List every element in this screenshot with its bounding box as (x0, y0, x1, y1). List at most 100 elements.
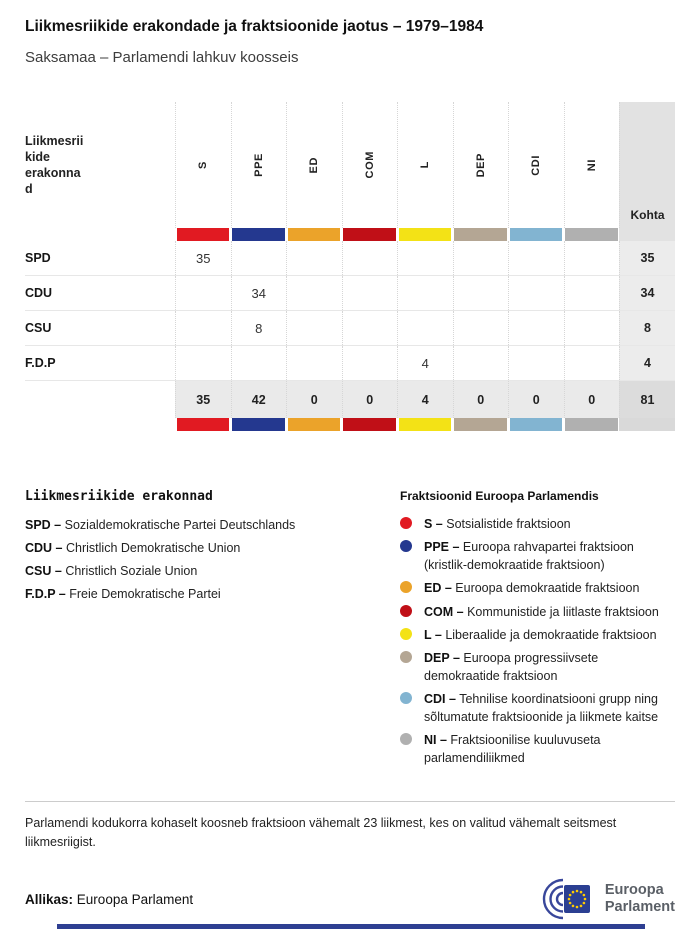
faction-legend-item: CDI – Tehnilise koordinatsiooni grupp ni… (400, 690, 675, 726)
seat-cell (341, 241, 398, 275)
seat-cell (452, 346, 509, 380)
ep-logo-line2: Parlament (604, 899, 675, 916)
color-strip (565, 418, 618, 431)
strip-cell (231, 228, 287, 241)
seat-cell: 35 (175, 241, 231, 275)
faction-legend-text: ED – Euroopa demokraatide fraktsioon (424, 579, 639, 597)
seat-cell (508, 276, 564, 310)
faction-legend-text: PPE – Euroopa rahvapartei fraktsioon (kr… (424, 538, 669, 574)
color-strip (287, 418, 340, 431)
faction-color-dot (400, 627, 412, 640)
seat-cell (230, 346, 287, 380)
faction-legend-item: NI – Fraktsioonilise kuuluvuseta parlame… (400, 731, 675, 767)
color-strip (176, 228, 229, 241)
party-abbr: F.D.P – (25, 587, 66, 601)
total-cell: 0 (286, 381, 342, 418)
row-total-cell: 34 (619, 276, 675, 310)
total-cell: 0 (452, 381, 508, 418)
faction-color-dot (400, 540, 412, 553)
faction-legend-item: DEP – Euroopa progressiivsete demokraati… (400, 649, 675, 685)
total-cell: 42 (230, 381, 286, 418)
faction-column-label: ED (308, 156, 321, 174)
seat-cell (175, 346, 231, 380)
seats-strip-cell (619, 228, 675, 241)
seat-cell: 8 (230, 311, 287, 345)
factions-legend: Fraktsioonid Euroopa Parlamendis S – Sot… (400, 489, 675, 773)
party-label: F.D.P (25, 356, 56, 370)
faction-column-label: CDI (530, 154, 543, 176)
faction-color-dot (400, 517, 412, 529)
color-strip (454, 418, 507, 431)
faction-abbr: L – (424, 627, 442, 642)
row-total-cell: 4 (619, 346, 675, 380)
total-cell: 0 (341, 381, 397, 418)
faction-column-header: L (397, 102, 453, 228)
faction-legend-text: DEP – Euroopa progressiivsete demokraati… (424, 649, 669, 685)
strip-cell (342, 228, 398, 241)
faction-column-label: DEP (474, 152, 487, 178)
seat-cell (175, 311, 231, 345)
faction-name: Euroopa demokraatide fraktsioon (455, 581, 640, 596)
factions-legend-title: Fraktsioonid Euroopa Parlamendis (400, 489, 599, 503)
strip-cell (175, 228, 231, 241)
spacer-cell (25, 418, 175, 431)
party-name: Sozialdemokratische Partei Deutschlands (64, 518, 296, 532)
row-total-cell: 35 (619, 241, 675, 275)
faction-name: Euroopa rahvapartei fraktsioon (kristlik… (424, 540, 634, 573)
color-strip (232, 418, 285, 431)
strip-cell (397, 228, 453, 241)
seats-column-label: Kohta (630, 208, 665, 222)
spacer-cell (25, 228, 175, 241)
faction-legend-item: S – Sotsialistide fraktsioon (400, 515, 675, 533)
legends: Liikmesriikide erakonnad SPD – Sozialdem… (25, 489, 675, 773)
strip-cell (397, 418, 453, 431)
ep-logo-icon (542, 879, 590, 920)
faction-legend-item: PPE – Euroopa rahvapartei fraktsioon (kr… (400, 538, 675, 574)
footer: Allikas: Euroopa Parlament (25, 878, 675, 920)
party-label: CSU (25, 321, 52, 335)
faction-color-dot (400, 650, 412, 663)
seat-cell (563, 276, 620, 310)
page-subtitle: Saksamaa – Parlamendi lahkuv koosseis (25, 49, 299, 66)
faction-column-header: PPE (230, 102, 287, 228)
table-header-row: Liikmesriikide erakonnad S PPE ED COM L … (25, 102, 675, 228)
faction-legend-item: COM – Kommunistide ja liitlaste fraktsio… (400, 603, 675, 621)
faction-column-header: S (175, 102, 231, 228)
faction-abbr: S – (424, 517, 443, 531)
table-row: SPD 35 35 (25, 241, 675, 276)
color-strip (398, 418, 451, 431)
faction-name: Tehnilise koordinatsiooni grupp ning sõl… (424, 692, 659, 725)
seat-cell (397, 241, 453, 275)
table-row: CSU 8 8 (25, 311, 675, 346)
faction-legend-item: ED – Euroopa demokraatide fraktsioon (400, 579, 675, 597)
color-strip-row (25, 228, 675, 241)
seat-cell (286, 311, 342, 345)
party-name: Christlich Demokratische Union (66, 541, 241, 555)
row-header-label: Liikmesriikide erakonnad (25, 133, 84, 197)
seats-strip-cell (619, 418, 675, 431)
faction-column-label: S (197, 161, 210, 169)
seat-cell (341, 276, 398, 310)
source-value: Euroopa Parlament (76, 891, 194, 907)
color-strip (509, 418, 562, 431)
faction-column-header: NI (563, 102, 620, 228)
strip-cell (286, 228, 342, 241)
party-abbr: CSU – (25, 564, 62, 578)
faction-column-label: NI (585, 158, 598, 172)
table-row: CDU 34 34 (25, 276, 675, 311)
faction-name: Fraktsioonilise kuuluvuseta parlamendili… (424, 733, 601, 766)
seat-cell (286, 241, 342, 275)
faction-abbr: ED – (424, 581, 452, 596)
seats-table: Liikmesriikide erakonnad S PPE ED COM L … (25, 102, 675, 431)
faction-column-header: CDI (508, 102, 564, 228)
grand-total-cell: 81 (619, 381, 675, 418)
party-legend-item: SPD – Sozialdemokratische Partei Deutsch… (25, 518, 400, 532)
source-label: Allikas: (25, 891, 74, 907)
seat-cell (563, 311, 620, 345)
faction-name: Kommunistide ja liitlaste fraktsioon (467, 604, 659, 619)
seat-cell: 4 (397, 346, 453, 380)
total-cell: 0 (563, 381, 619, 418)
color-strip-row (25, 418, 675, 431)
faction-name: Liberaalide ja demokraatide fraktsioon (445, 627, 657, 642)
